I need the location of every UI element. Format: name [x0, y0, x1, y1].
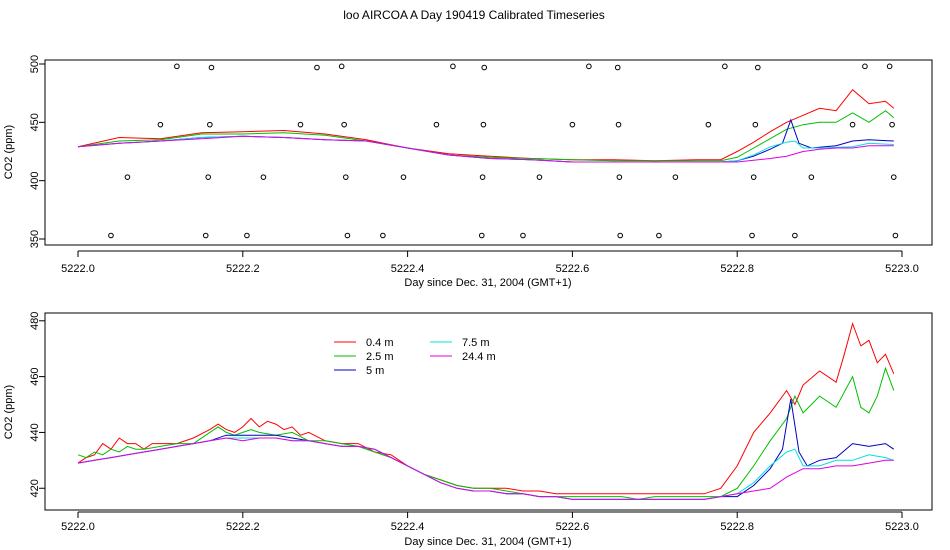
x-tick-label: 5223.0 — [885, 263, 919, 275]
data-marker — [705, 121, 712, 128]
series-line-7-5-m — [77, 437, 894, 500]
data-marker — [208, 64, 215, 71]
x-tick-label: 5222.4 — [391, 521, 425, 533]
y-tick-label: 350 — [29, 230, 41, 248]
data-marker — [617, 232, 623, 239]
data-marker — [207, 121, 213, 128]
y-tick-label: 450 — [29, 113, 41, 131]
bottom-y-ticks: 420 440 460 480 — [29, 312, 46, 497]
data-marker — [722, 63, 728, 70]
series-line-5-m — [77, 398, 895, 500]
data-marker — [433, 121, 440, 128]
data-marker — [450, 63, 456, 70]
data-marker — [862, 63, 868, 70]
top-x-axis-label: Day since Dec. 31, 2004 (GMT+1) — [404, 277, 571, 289]
data-marker — [260, 174, 267, 180]
data-marker — [569, 121, 576, 128]
data-marker — [297, 121, 304, 128]
x-tick-label: 5222.6 — [556, 263, 590, 275]
series-line-24-4-m — [77, 135, 894, 163]
legend-label: 7.5 m — [462, 337, 490, 349]
x-tick-label: 5222.0 — [61, 263, 95, 275]
x-tick-label: 5222.8 — [720, 263, 754, 275]
x-tick-label: 5222.8 — [720, 521, 754, 533]
data-marker — [124, 174, 131, 180]
data-marker — [380, 232, 386, 239]
data-marker — [174, 63, 180, 70]
data-marker — [808, 174, 815, 180]
data-marker — [886, 63, 893, 70]
x-tick-label: 5222.4 — [391, 263, 425, 275]
x-tick-label: 5222.2 — [226, 521, 260, 533]
data-marker — [338, 63, 345, 70]
data-marker — [586, 63, 592, 70]
data-marker — [616, 174, 623, 180]
data-marker — [343, 174, 349, 180]
data-marker — [520, 232, 526, 239]
legend: 0.4 m 2.5 m 5 m 7.5 m 24.4 m — [334, 337, 496, 377]
data-marker — [656, 232, 662, 239]
data-marker — [205, 174, 211, 180]
series-line-2-5-m — [77, 366, 895, 500]
bottom-x-ticks: 5222.0 5222.2 5222.4 5222.6 5222.8 5223.0 — [61, 511, 919, 533]
data-marker — [889, 121, 895, 128]
legend-label: 2.5 m — [366, 351, 394, 363]
data-marker — [478, 232, 485, 239]
data-marker — [792, 232, 798, 239]
data-marker — [890, 174, 897, 180]
x-tick-label: 5222.2 — [226, 263, 260, 275]
data-marker — [314, 64, 320, 71]
figure-title: loo AIRCOA A Day 190419 Calibrated Times… — [343, 8, 604, 22]
data-marker — [481, 64, 488, 71]
data-marker — [614, 64, 621, 71]
top-y-axis-label: CO2 (ppm) — [3, 125, 15, 179]
bottom-series-lines — [77, 321, 895, 500]
top-x-ticks: 5222.0 5222.2 5222.4 5222.6 5222.8 5223.0 — [61, 250, 919, 275]
top-series-lines — [77, 88, 895, 163]
legend-label: 0.4 m — [366, 337, 394, 349]
y-tick-label: 460 — [29, 367, 41, 385]
data-marker — [244, 232, 250, 239]
bottom-y-axis-label: CO2 (ppm) — [3, 385, 15, 439]
data-marker — [202, 232, 209, 239]
data-marker — [157, 121, 164, 128]
data-marker — [892, 232, 899, 239]
y-tick-label: 500 — [29, 55, 41, 73]
bottom-x-axis-label: Day since Dec. 31, 2004 (GMT+1) — [404, 536, 571, 548]
y-tick-label: 480 — [29, 312, 41, 330]
series-line-2-5-m — [77, 110, 895, 162]
series-line-24-4-m — [77, 437, 894, 500]
data-marker — [615, 121, 622, 128]
legend-label: 24.4 m — [462, 351, 496, 363]
series-line-0-4-m — [77, 321, 895, 495]
y-tick-label: 420 — [29, 479, 41, 497]
data-marker — [479, 174, 486, 180]
series-line-0-4-m — [77, 88, 895, 162]
y-tick-label: 400 — [29, 171, 41, 189]
data-marker — [341, 121, 347, 128]
data-marker — [480, 121, 487, 128]
data-marker — [749, 232, 755, 239]
y-tick-label: 440 — [29, 423, 41, 441]
data-marker — [108, 232, 114, 239]
data-marker — [755, 64, 761, 71]
data-marker — [672, 174, 679, 180]
x-tick-label: 5222.6 — [556, 521, 590, 533]
x-tick-label: 5222.0 — [61, 521, 95, 533]
data-marker — [536, 174, 543, 180]
top-y-ticks: 350 400 450 500 — [29, 55, 46, 248]
x-tick-label: 5223.0 — [885, 521, 919, 533]
data-marker — [750, 174, 757, 180]
top-markers — [108, 63, 899, 239]
data-marker — [752, 121, 759, 128]
data-marker — [849, 121, 856, 128]
data-marker — [400, 174, 407, 180]
data-marker — [344, 232, 351, 239]
legend-label: 5 m — [366, 365, 384, 377]
